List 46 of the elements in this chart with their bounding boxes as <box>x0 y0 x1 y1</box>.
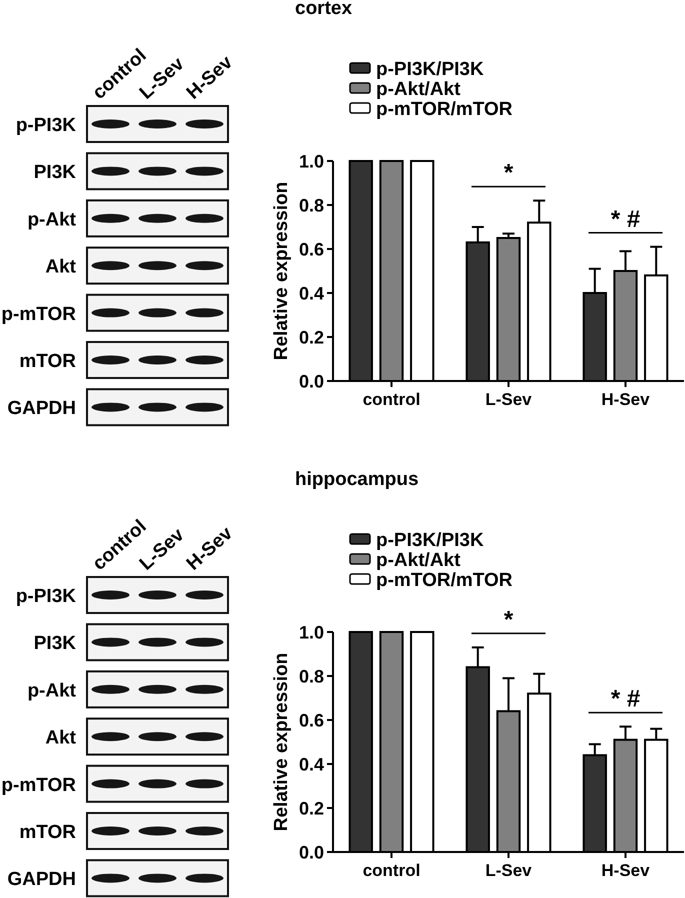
x-tick-label: H-Sev <box>601 390 650 409</box>
category-label: mTOR <box>19 351 76 372</box>
category-label: mTOR <box>19 822 76 843</box>
chart-title: cortex <box>295 0 352 19</box>
category-label: p-Akt <box>27 209 76 230</box>
y-tick-label: 1.0 <box>298 622 324 642</box>
annotation: * <box>504 160 514 187</box>
x-tick-label: control <box>362 861 420 880</box>
y-tick-label: 0.4 <box>298 754 324 774</box>
category-label: PI3K <box>34 633 76 654</box>
y-tick-label: 0.2 <box>298 328 324 348</box>
category-label: PI3K <box>34 162 76 184</box>
category-label: p-PI3K <box>16 115 76 136</box>
category-label: GAPDH <box>7 398 76 420</box>
category-label: Akt <box>45 256 76 278</box>
legend-label: p-mTOR/mTOR <box>376 570 513 591</box>
category-label: p-mTOR <box>1 774 76 796</box>
x-tick-label: L-Sev <box>485 861 532 880</box>
y-tick-label: 0.0 <box>298 372 324 392</box>
category-label: GAPDH <box>7 869 76 890</box>
y-tick-label: 1.0 <box>298 152 324 172</box>
category-label: Akt <box>45 728 76 749</box>
x-tick-label: L-Sev <box>485 390 532 409</box>
legend-label: p-Akt/Akt <box>376 550 462 571</box>
category-label: p-PI3K <box>16 586 76 607</box>
y-axis-title: Relative expression <box>271 182 292 360</box>
y-tick-label: 0.6 <box>298 710 324 730</box>
y-tick-label: 0.8 <box>298 666 324 686</box>
y-tick-label: 0.2 <box>298 798 324 818</box>
x-tick-label: control <box>362 390 420 409</box>
y-tick-label: 0.0 <box>298 842 324 862</box>
y-tick-label: 0.4 <box>298 284 324 304</box>
legend-label: p-mTOR/mTOR <box>376 99 513 120</box>
annotation: * <box>504 606 514 634</box>
y-axis-title: Relative expression <box>271 652 292 832</box>
annotation: * # <box>610 686 640 713</box>
annotation: * # <box>610 206 640 233</box>
category-label: p-mTOR <box>1 304 76 325</box>
y-tick-label: 0.6 <box>298 240 324 260</box>
legend-label: p-Akt/Akt <box>376 79 462 100</box>
y-tick-label: 0.8 <box>298 196 324 216</box>
category-label: p-Akt <box>27 680 76 702</box>
legend-label: p-PI3K/PI3K <box>376 59 484 80</box>
chart-title: hippocampus <box>295 469 419 490</box>
x-tick-label: H-Sev <box>601 861 650 880</box>
legend-label: p-PI3K/PI3K <box>376 530 484 551</box>
